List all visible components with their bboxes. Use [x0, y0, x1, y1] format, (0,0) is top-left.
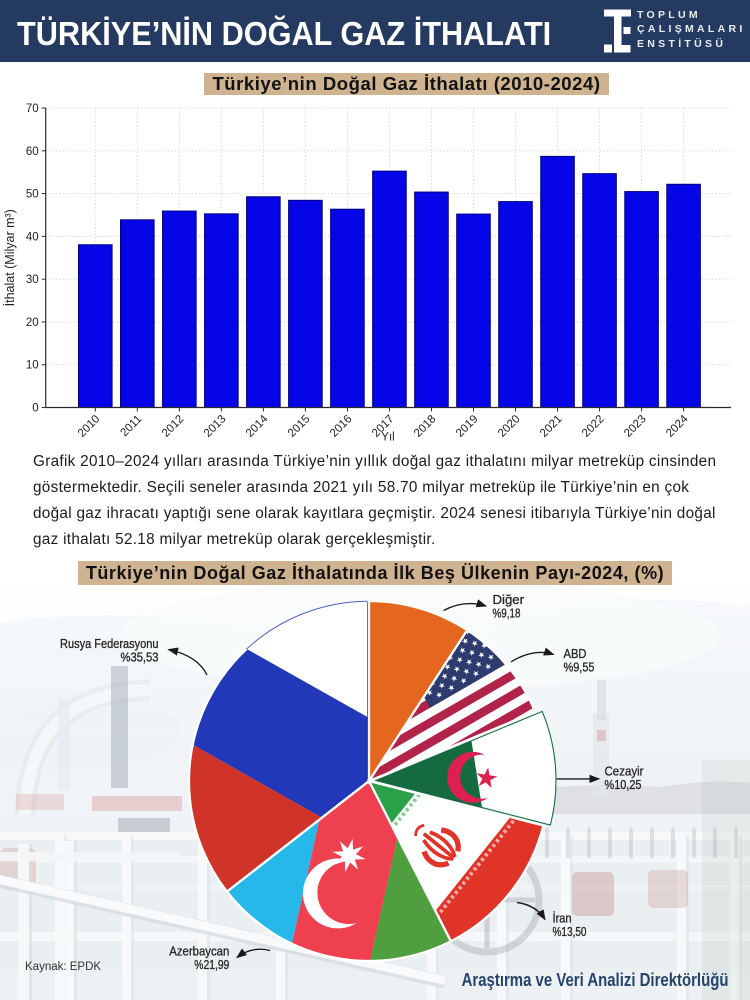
svg-text:Cezayir: Cezayir — [605, 764, 645, 779]
svg-text:%13,50: %13,50 — [553, 924, 587, 939]
svg-text:%9,18: %9,18 — [493, 606, 521, 621]
svg-text:30: 30 — [26, 274, 39, 286]
svg-text:%35,53: %35,53 — [121, 649, 159, 664]
svg-text:%21,99: %21,99 — [194, 957, 229, 972]
svg-text:2012: 2012 — [160, 413, 187, 440]
svg-text:Yıl: Yıl — [381, 432, 394, 444]
svg-text:2019: 2019 — [454, 413, 481, 440]
svg-text:2015: 2015 — [286, 413, 313, 440]
svg-text:%9,55: %9,55 — [564, 660, 595, 675]
svg-text:50: 50 — [26, 189, 39, 201]
svg-text:2020: 2020 — [496, 413, 523, 440]
svg-text:İran: İran — [553, 911, 572, 926]
svg-text:70: 70 — [26, 103, 39, 115]
svg-text:2018: 2018 — [412, 413, 439, 440]
svg-text:2010: 2010 — [76, 413, 103, 440]
svg-text:Rusya Federasyonu: Rusya Federasyonu — [60, 636, 159, 651]
svg-text:2014: 2014 — [244, 413, 271, 440]
svg-text:2022: 2022 — [580, 413, 607, 440]
svg-text:40: 40 — [26, 231, 39, 243]
svg-text:2011: 2011 — [118, 413, 144, 439]
svg-text:İthalat (Milyar m³): İthalat (Milyar m³) — [3, 209, 17, 306]
svg-text:2024: 2024 — [664, 413, 691, 440]
svg-text:10: 10 — [26, 360, 39, 372]
svg-text:0: 0 — [32, 403, 38, 415]
svg-text:60: 60 — [26, 146, 39, 158]
svg-text:2016: 2016 — [328, 413, 355, 440]
svg-text:%10,25: %10,25 — [605, 777, 642, 792]
svg-text:20: 20 — [26, 317, 39, 329]
svg-text:Azerbaycan: Azerbaycan — [169, 944, 229, 959]
svg-text:ABD: ABD — [564, 646, 587, 661]
svg-text:2013: 2013 — [202, 413, 229, 440]
svg-text:2021: 2021 — [538, 413, 565, 440]
svg-text:2023: 2023 — [622, 413, 649, 440]
svg-text:Diğer: Diğer — [493, 592, 525, 607]
